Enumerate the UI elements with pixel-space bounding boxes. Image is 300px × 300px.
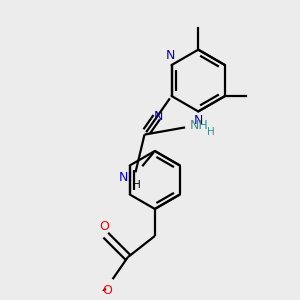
Text: H: H xyxy=(133,180,141,190)
Text: N: N xyxy=(194,114,203,127)
Text: N: N xyxy=(154,110,163,123)
Text: N: N xyxy=(118,171,128,184)
Text: H: H xyxy=(207,127,215,137)
Text: O: O xyxy=(100,220,110,233)
Text: NH: NH xyxy=(190,119,208,132)
Text: N: N xyxy=(166,49,175,62)
Text: O: O xyxy=(103,284,112,297)
